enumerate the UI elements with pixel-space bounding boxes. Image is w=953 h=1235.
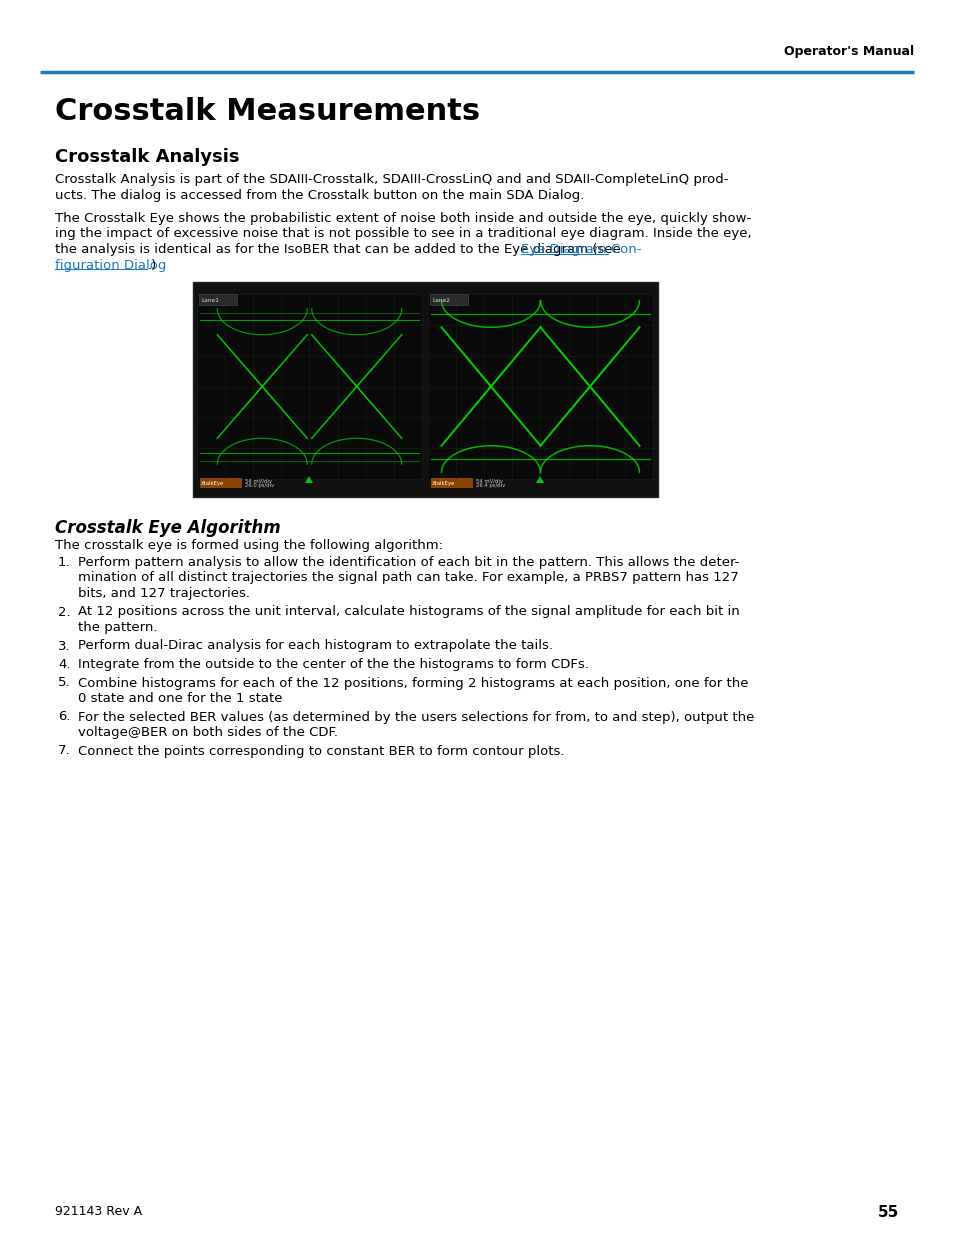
Text: 6.: 6.: [58, 710, 71, 724]
Text: Crosstalk Analysis: Crosstalk Analysis: [55, 148, 239, 165]
Text: 54 mV/div: 54 mV/div: [476, 478, 502, 483]
Text: 5.: 5.: [58, 677, 71, 689]
Bar: [430, 294, 468, 305]
Text: Integrate from the outside to the center of the the histograms to form CDFs.: Integrate from the outside to the center…: [78, 658, 588, 671]
Text: the pattern.: the pattern.: [78, 621, 157, 634]
Text: 54 mV/div: 54 mV/div: [245, 478, 272, 483]
Text: Perform pattern analysis to allow the identification of each bit in the pattern.: Perform pattern analysis to allow the id…: [78, 556, 739, 569]
Text: The crosstalk eye is formed using the following algorithm:: The crosstalk eye is formed using the fo…: [55, 538, 442, 552]
Text: XtalkEye: XtalkEye: [432, 480, 455, 485]
Polygon shape: [536, 475, 543, 483]
Text: 1.: 1.: [58, 556, 71, 569]
Text: Eye Diagram Con-: Eye Diagram Con-: [520, 243, 641, 256]
Text: mination of all distinct trajectories the signal path can take. For example, a P: mination of all distinct trajectories th…: [78, 572, 738, 584]
Bar: [193, 282, 658, 496]
Text: Crosstalk Analysis is part of the SDAIII-Crosstalk, SDAIII-CrossLinQ and and SDA: Crosstalk Analysis is part of the SDAIII…: [55, 173, 728, 186]
Text: 2.: 2.: [58, 605, 71, 619]
Text: 26.4 ps/div: 26.4 ps/div: [476, 483, 505, 489]
Bar: [428, 294, 652, 479]
Polygon shape: [305, 475, 313, 483]
Text: Lane1: Lane1: [201, 298, 218, 303]
Text: 26.0 ps/div: 26.0 ps/div: [245, 483, 274, 489]
Text: 7.: 7.: [58, 745, 71, 757]
Text: 4.: 4.: [58, 658, 71, 671]
Text: XtalkEye: XtalkEye: [201, 480, 224, 485]
Bar: [199, 294, 236, 305]
Text: For the selected BER values (as determined by the users selections for from, to : For the selected BER values (as determin…: [78, 710, 754, 724]
Text: .): .): [147, 258, 156, 272]
Text: Operator's Manual: Operator's Manual: [783, 44, 913, 58]
Text: Crosstalk Eye Algorithm: Crosstalk Eye Algorithm: [55, 519, 280, 537]
Text: Combine histograms for each of the 12 positions, forming 2 histograms at each po: Combine histograms for each of the 12 po…: [78, 677, 748, 689]
Text: ing the impact of excessive noise that is not possible to see in a traditional e: ing the impact of excessive noise that i…: [55, 227, 751, 241]
Bar: [196, 294, 421, 479]
Text: 3.: 3.: [58, 640, 71, 652]
Text: 55: 55: [877, 1205, 898, 1220]
Text: Perform dual-Dirac analysis for each histogram to extrapolate the tails.: Perform dual-Dirac analysis for each his…: [78, 640, 553, 652]
Bar: [431, 478, 473, 488]
Text: voltage@BER on both sides of the CDF.: voltage@BER on both sides of the CDF.: [78, 726, 337, 739]
Text: bits, and 127 trajectories.: bits, and 127 trajectories.: [78, 587, 250, 600]
Bar: [200, 478, 242, 488]
Text: figuration Dialog: figuration Dialog: [55, 258, 166, 272]
Text: ucts. The dialog is accessed from the Crosstalk button on the main SDA Dialog.: ucts. The dialog is accessed from the Cr…: [55, 189, 584, 201]
Text: The Crosstalk Eye shows the probabilistic extent of noise both inside and outsid: The Crosstalk Eye shows the probabilisti…: [55, 212, 750, 225]
Text: 921143 Rev A: 921143 Rev A: [55, 1205, 142, 1218]
Text: Lane2: Lane2: [432, 298, 450, 303]
Text: Connect the points corresponding to constant BER to form contour plots.: Connect the points corresponding to cons…: [78, 745, 564, 757]
Text: the analysis is identical as for the IsoBER that can be added to the Eye diagram: the analysis is identical as for the Iso…: [55, 243, 624, 256]
Text: At 12 positions across the unit interval, calculate histograms of the signal amp: At 12 positions across the unit interval…: [78, 605, 739, 619]
Text: Crosstalk Measurements: Crosstalk Measurements: [55, 98, 479, 126]
Text: 0 state and one for the 1 state: 0 state and one for the 1 state: [78, 692, 282, 705]
